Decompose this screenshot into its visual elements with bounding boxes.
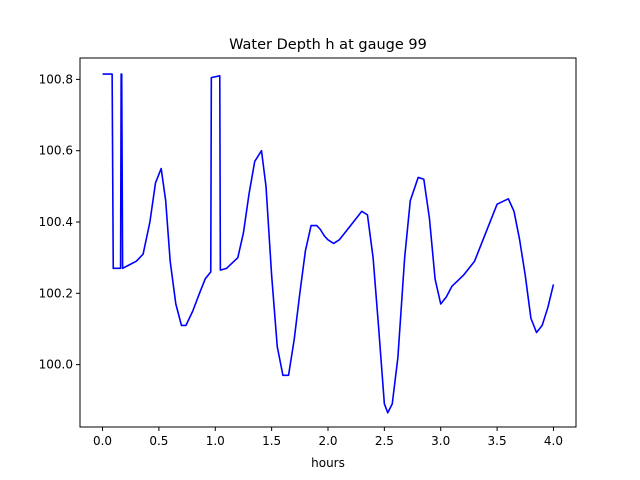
y-tick-label: 100.2 — [39, 286, 73, 300]
x-axis-label: hours — [311, 456, 345, 470]
chart-title: Water Depth h at gauge 99 — [229, 37, 427, 53]
y-tick-label: 100.6 — [39, 144, 73, 158]
x-tick-label: 4.0 — [544, 434, 563, 448]
x-tick-label: 3.0 — [431, 434, 450, 448]
series-layer — [102, 73, 555, 414]
x-tick-label: 2.5 — [375, 434, 394, 448]
x-tick-label: 1.0 — [206, 434, 225, 448]
x-tick-label: 3.5 — [488, 434, 507, 448]
y-tick-label: 100.8 — [39, 72, 73, 86]
x-tick-label: 1.5 — [262, 434, 281, 448]
y-tick-label: 100.0 — [39, 358, 73, 372]
x-tick-label: 2.0 — [318, 434, 337, 448]
x-axis: 0.0 0.5 1.0 1.5 2.0 2.5 3.0 3.5 4.0 — [93, 427, 563, 448]
x-tick-label: 0.0 — [93, 434, 112, 448]
x-tick-label: 0.5 — [149, 434, 168, 448]
y-tick-label: 100.4 — [39, 215, 73, 229]
y-axis: 100.0 100.2 100.4 100.6 100.8 — [39, 72, 80, 372]
series-line — [102, 73, 555, 414]
